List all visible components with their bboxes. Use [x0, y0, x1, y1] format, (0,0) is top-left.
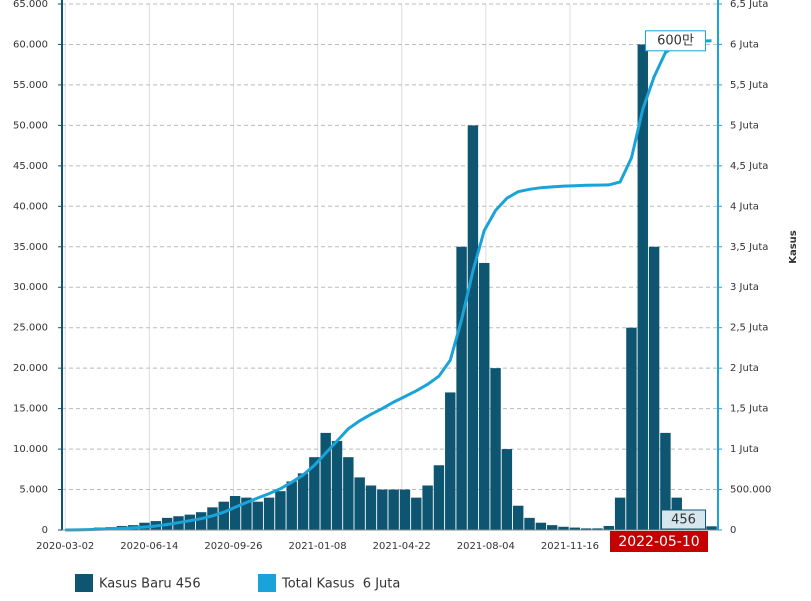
- bar: [512, 505, 524, 530]
- bar: [648, 246, 660, 530]
- y-tick-label: 45.000: [13, 161, 48, 172]
- bar: [399, 489, 411, 530]
- bar: [229, 496, 241, 530]
- x-tick-label: 2021-11-16: [541, 541, 599, 552]
- bar: [184, 514, 196, 530]
- y2-tick-label: 6,5 Juta: [730, 0, 768, 10]
- y-tick-label: 5.000: [19, 485, 48, 496]
- line-end-label-box: [645, 30, 707, 52]
- bar: [546, 525, 558, 530]
- legend-swatch: [258, 574, 276, 592]
- line-end-label: 600만: [657, 33, 694, 48]
- legend-swatch: [75, 574, 93, 592]
- x-tick-label: 2020-03-02: [36, 541, 94, 552]
- bar: [207, 507, 218, 530]
- legend-label: Kasus Baru 456: [99, 577, 201, 592]
- bar: [286, 481, 297, 530]
- bar: [331, 440, 343, 530]
- bar: [445, 392, 456, 530]
- bar: [479, 262, 490, 530]
- y-tick-label: 55.000: [13, 80, 48, 91]
- y2-tick-label: 500.000: [730, 485, 771, 496]
- y2-tick-label: 5 Juta: [730, 120, 759, 131]
- bar-end-label: 456: [671, 513, 696, 528]
- bar: [637, 44, 648, 530]
- bar: [558, 526, 569, 530]
- bar: [660, 432, 671, 530]
- bar: [580, 528, 592, 530]
- bar: [569, 527, 581, 530]
- bar: [377, 489, 388, 530]
- latest-date-box: [610, 531, 708, 552]
- y2-tick-label: 1 Juta: [730, 444, 759, 455]
- bar: [263, 497, 275, 530]
- bar: [706, 526, 717, 530]
- bar: [535, 522, 547, 530]
- y-tick-label: 0: [42, 525, 48, 536]
- y2-tick-label: 2 Juta: [730, 363, 759, 374]
- x-tick-label: 2021-04-22: [373, 541, 431, 552]
- y-tick-label: 65.000: [13, 0, 48, 10]
- y2-tick-label: 3,5 Juta: [730, 242, 768, 253]
- bar: [309, 457, 320, 530]
- bar: [501, 449, 513, 530]
- x-tick-label: 2021-01-08: [289, 541, 347, 552]
- bar: [343, 457, 354, 530]
- y2-tick-label: 3 Juta: [730, 282, 759, 293]
- bar: [365, 485, 377, 530]
- x-tick-label: 2021-08-04: [457, 541, 515, 552]
- bar: [388, 489, 399, 530]
- y2-tick-label: 4 Juta: [730, 201, 759, 212]
- y-tick-label: 20.000: [13, 363, 48, 374]
- bar: [320, 432, 331, 530]
- bar: [456, 246, 467, 530]
- bar: [603, 525, 615, 530]
- y2-tick-label: 4,5 Juta: [730, 161, 768, 172]
- y2-tick-label: 1,5 Juta: [730, 404, 768, 415]
- y-tick-label: 60.000: [13, 39, 48, 50]
- bar: [411, 497, 422, 530]
- y-tick-label: 10.000: [13, 444, 48, 455]
- legend-label: Total Kasus 6 Juta: [281, 577, 400, 592]
- y-tick-label: 30.000: [13, 282, 48, 293]
- bar: [218, 501, 229, 530]
- bar: [490, 368, 501, 530]
- y-tick-label: 35.000: [13, 242, 48, 253]
- bar: [467, 125, 479, 530]
- bar: [252, 501, 263, 530]
- y-tick-label: 25.000: [13, 323, 48, 334]
- bar: [241, 497, 252, 530]
- line: [65, 39, 712, 532]
- x-tick-label: 2020-06-14: [120, 541, 178, 552]
- bar: [297, 473, 309, 530]
- bar: [195, 512, 207, 530]
- y2-tick-label: 2,5 Juta: [730, 323, 768, 334]
- bar: [422, 485, 433, 530]
- y2-tick-label: 0: [730, 525, 736, 536]
- y2-axis-title: Kasus: [788, 230, 799, 264]
- y2-tick-label: 6 Juta: [730, 39, 759, 50]
- bar: [433, 465, 445, 530]
- bar: [614, 497, 626, 530]
- bar-end-label-box: [661, 509, 707, 530]
- latest-date-label: 2022-05-10: [618, 534, 699, 550]
- bar: [354, 477, 365, 530]
- y-tick-label: 40.000: [13, 201, 48, 212]
- bar: [524, 517, 535, 530]
- x-tick-label: 2020-09-26: [204, 541, 262, 552]
- y-tick-label: 50.000: [13, 120, 48, 131]
- y-tick-label: 15.000: [13, 404, 48, 415]
- bar: [626, 327, 637, 530]
- y2-tick-label: 5,5 Juta: [730, 80, 768, 91]
- bar: [592, 528, 603, 530]
- bar: [275, 491, 286, 530]
